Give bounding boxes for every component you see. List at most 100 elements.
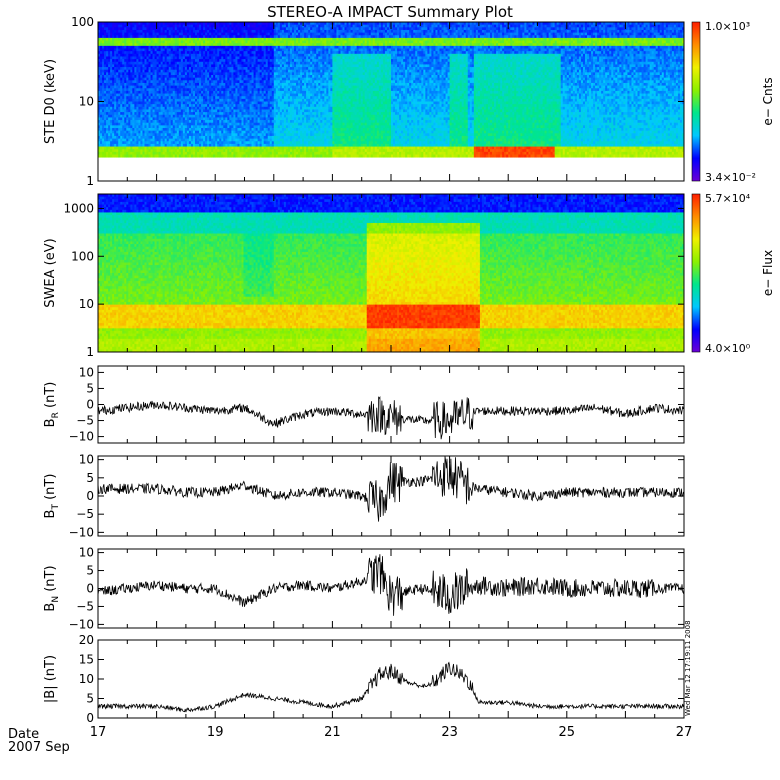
spectrogram-cell xyxy=(148,122,151,126)
spectrogram-cell xyxy=(247,75,250,79)
spectrogram-cell xyxy=(249,77,252,81)
spectrogram-cell xyxy=(104,93,107,97)
spectrogram-cell xyxy=(247,138,250,142)
spectrogram-cell xyxy=(245,125,248,129)
spectrogram-cell xyxy=(136,125,139,129)
spectrogram-cell xyxy=(190,154,194,158)
spectrogram-cell xyxy=(144,122,147,126)
spectrogram-cell xyxy=(162,67,166,71)
spectrogram-cell xyxy=(180,35,184,39)
spectrogram-cell xyxy=(104,146,107,150)
spectrogram-cell xyxy=(168,75,172,79)
spectrogram-cell xyxy=(118,69,121,73)
spectrogram-cell xyxy=(182,48,186,52)
spectrogram-cell xyxy=(146,77,149,81)
spectrogram-cell xyxy=(190,120,194,124)
spectrogram-cell xyxy=(180,85,184,89)
spectrogram-cell xyxy=(251,125,254,129)
spectrogram-cell xyxy=(128,48,131,52)
spectrogram-cell xyxy=(156,80,160,84)
spectrogram-cell xyxy=(168,56,172,60)
spectrogram-cell xyxy=(190,130,194,134)
spectrogram-cell xyxy=(134,112,137,116)
spectrogram-cell xyxy=(118,149,121,153)
spectrogram-cell xyxy=(154,43,157,47)
spectrogram-cell xyxy=(231,135,234,139)
spectrogram-cell xyxy=(112,67,115,71)
spectrogram-cell xyxy=(116,141,119,145)
spectrogram-cell xyxy=(207,80,210,84)
spectrogram-cell xyxy=(166,56,170,60)
spectrogram-cell xyxy=(201,90,204,94)
spectrogram-cell xyxy=(120,51,123,55)
spectrogram-cell xyxy=(186,51,190,55)
spectrogram-cell xyxy=(178,146,182,150)
spectrogram-cell xyxy=(150,27,153,31)
spectrogram-cell xyxy=(166,82,170,86)
spectrogram-cell xyxy=(249,40,252,44)
spectrogram-cell xyxy=(110,104,113,108)
spectrogram-cell xyxy=(178,114,182,118)
spectrogram-cell xyxy=(225,114,228,118)
spectrogram-cell xyxy=(122,122,125,126)
spectrogram-cell xyxy=(114,45,117,49)
spectrogram-cell xyxy=(102,64,105,68)
spectrogram-cell xyxy=(130,64,133,68)
spectrogram-cell xyxy=(251,45,254,49)
spectrogram-cell xyxy=(201,37,204,41)
spectrogram-cell xyxy=(251,133,254,137)
spectrogram-cell xyxy=(211,75,214,79)
spectrogram-cell xyxy=(217,135,220,139)
spectrogram-cell xyxy=(188,114,192,118)
spectrogram-cell xyxy=(146,37,149,41)
spectrogram-cell xyxy=(235,122,238,126)
spectrogram-cell xyxy=(178,138,182,142)
spectrogram-cell xyxy=(184,133,188,137)
spectrogram-cell xyxy=(140,80,143,84)
spectrogram-cell xyxy=(160,133,164,137)
spectrogram-cell xyxy=(106,93,109,97)
spectrogram-cell xyxy=(194,35,198,39)
spectrogram-cell xyxy=(237,24,240,28)
spectrogram-cell xyxy=(168,120,172,124)
spectrogram-cell xyxy=(108,104,111,108)
spectrogram-cell xyxy=(219,48,222,52)
spectrogram-cell xyxy=(148,130,151,134)
spectrogram-cell xyxy=(215,77,218,81)
spectrogram-cell xyxy=(225,48,228,52)
spectrogram-cell xyxy=(209,35,212,39)
spectrogram-cell xyxy=(152,125,155,129)
spectrogram-cell xyxy=(168,85,172,89)
spectrogram-cell xyxy=(120,130,123,134)
spectrogram-cell xyxy=(211,53,214,57)
spectrogram-cell xyxy=(215,130,218,134)
spectrogram-cell xyxy=(168,64,172,68)
spectrogram-cell xyxy=(243,133,246,137)
spectrogram-cell xyxy=(144,146,147,150)
spectrogram-cell xyxy=(176,27,180,31)
spectrogram-cell xyxy=(166,51,170,55)
spectrogram-cell xyxy=(132,154,135,158)
spectrogram-cell xyxy=(146,90,149,94)
spectrogram-cell xyxy=(205,64,208,68)
spectrogram-cell xyxy=(152,77,155,81)
spectrogram-cell xyxy=(211,35,214,39)
spectrogram-cell xyxy=(237,40,240,44)
spectrogram-cell xyxy=(225,98,228,102)
spectrogram-cell xyxy=(237,130,240,134)
spectrogram-cell xyxy=(120,133,123,137)
spectrogram-cell xyxy=(104,29,107,33)
spectrogram-cell xyxy=(168,90,172,94)
spectrogram-cell xyxy=(253,40,257,44)
spectrogram-cell xyxy=(136,48,139,52)
spectrogram-cell xyxy=(146,43,149,47)
spectrogram-cell xyxy=(114,75,117,79)
spectrogram-cell xyxy=(245,69,248,73)
spectrogram-cell xyxy=(227,53,230,57)
spectrogram-cell xyxy=(130,135,133,139)
spectrogram-cell xyxy=(148,80,151,84)
spectrogram-cell xyxy=(114,130,117,134)
spectrogram-cell xyxy=(199,90,202,94)
spectrogram-cell xyxy=(251,122,254,126)
spectrogram-cell xyxy=(239,35,242,39)
